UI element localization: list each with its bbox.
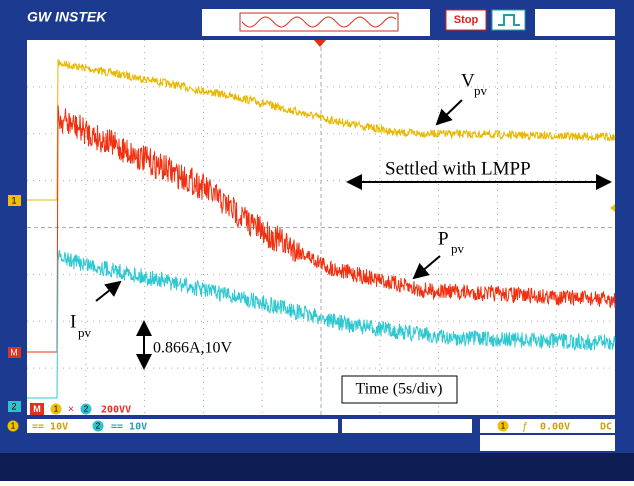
- ipv-sub: pv: [78, 325, 92, 340]
- ch1-status: 1: [11, 422, 16, 431]
- ch2-marker-text: 2: [11, 401, 16, 411]
- vpv-label: V: [461, 70, 475, 91]
- empty-box: [342, 419, 472, 433]
- math-op: ×: [68, 403, 74, 415]
- trigger-icon: [492, 10, 525, 30]
- ch1-marker-text: 1: [11, 195, 16, 205]
- left-bar: [0, 40, 27, 415]
- ch2-badge-text: 2: [84, 405, 89, 414]
- math-label-text: M: [33, 404, 41, 414]
- brand: GW INSTEK: [27, 9, 107, 25]
- ppv-label: P: [438, 228, 449, 249]
- math-marker-text: M: [10, 347, 18, 357]
- ch1-badge-text: 1: [54, 405, 59, 414]
- trig-icon: ƒ: [522, 420, 528, 432]
- trig-level: 0.00V: [540, 422, 570, 433]
- math-scale: 200VV: [101, 405, 131, 416]
- channel-box: [27, 419, 338, 433]
- trig-ch: 1: [501, 422, 506, 431]
- right-bar: [615, 40, 634, 415]
- info-box: [535, 9, 615, 36]
- ch2-status: 2: [96, 422, 101, 431]
- ppv-sub: pv: [451, 241, 465, 256]
- oscilloscope-screen: GW INSTEK Stop 1 M 2 M 1 × 2 200VV 1 == …: [0, 0, 634, 481]
- run-status-text: Stop: [454, 14, 479, 26]
- settled-label: Settled with LMPP: [385, 158, 531, 179]
- ipv-label: I: [70, 311, 76, 332]
- trigger-box-2: [480, 435, 615, 451]
- ch2-scale: == 10V: [111, 422, 147, 433]
- ch1-scale: == 10V: [32, 422, 68, 433]
- vpv-sub: pv: [474, 83, 488, 98]
- scale-label: 0.866A,10V: [153, 340, 233, 357]
- time-label: Time (5s/div): [356, 381, 443, 398]
- coupling: DC: [600, 422, 612, 433]
